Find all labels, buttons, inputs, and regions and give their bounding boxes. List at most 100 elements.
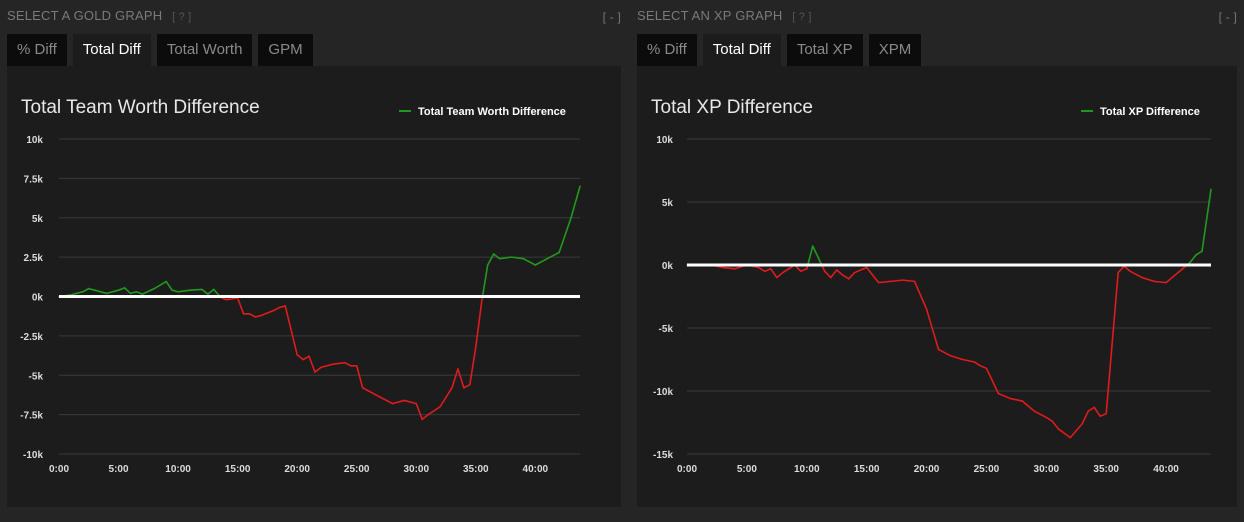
gold-y-tick-label: 7.5k: [24, 174, 44, 185]
xp-legend-label[interactable]: Total XP Difference: [1100, 106, 1200, 118]
xp-tab-percent-diff[interactable]: % Diff: [637, 34, 697, 66]
gold-series-segment: [207, 288, 215, 295]
gold-series-segment: [278, 305, 287, 309]
gold-x-tick-label: 40:00: [523, 464, 549, 475]
gold-series-segment: [421, 413, 429, 421]
gold-x-tick-label: 15:00: [225, 464, 251, 475]
gold-x-tick-label: 5:00: [109, 464, 129, 475]
gold-series-segment: [367, 390, 382, 399]
gold-series-segment: [308, 355, 316, 373]
gold-series-segment: [87, 287, 96, 291]
xp-series-segment: [889, 279, 904, 283]
xp-series-segment: [806, 245, 814, 266]
xp-y-tick-label: -5k: [659, 324, 674, 335]
gold-tab-percent-diff[interactable]: % Diff: [7, 34, 67, 66]
gold-tab-total-diff[interactable]: Total Diff: [72, 34, 151, 66]
gold-panel-title: SELECT A GOLD GRAPH: [7, 8, 163, 23]
gold-series-segment: [260, 309, 275, 317]
gold-series-segment: [463, 383, 471, 389]
xp-tab-total-xp[interactable]: Total XP: [786, 34, 863, 66]
gold-series-segment: [332, 361, 346, 366]
gold-x-tick-label: 30:00: [403, 464, 429, 475]
gold-series-segment: [570, 185, 581, 219]
gold-y-tick-label: -10k: [23, 450, 43, 461]
gold-series-segment: [391, 401, 400, 405]
gold-series-segment: [355, 364, 364, 389]
gold-series-segment: [189, 288, 203, 291]
gold-series-segment: [474, 300, 483, 348]
xp-series-segment: [1081, 410, 1090, 425]
gold-series-segment: [70, 290, 84, 296]
xp-series-segment: [1093, 406, 1102, 418]
xp-chart-svg: Total XP Difference Total XP Difference …: [651, 97, 1212, 475]
xp-series-segment: [1033, 410, 1048, 419]
xp-y-tick-label: -15k: [653, 450, 673, 461]
gold-series-segment: [224, 297, 239, 301]
xp-series-segment: [770, 267, 778, 279]
xp-tab-xpm[interactable]: XPM: [868, 34, 922, 66]
gold-chart-title: Total Team Worth Difference: [21, 97, 260, 118]
gold-chart-area: Total Team Worth Difference Total Team W…: [7, 66, 621, 507]
gold-series-segment: [534, 257, 549, 266]
xp-series-segment: [1105, 271, 1119, 415]
gold-series-segment: [498, 256, 513, 260]
gold-series-segment: [486, 253, 495, 266]
xp-series-segment: [871, 274, 880, 284]
xp-series-segment: [1141, 276, 1155, 283]
xp-x-tick-label: 30:00: [1034, 464, 1060, 475]
xp-series-segment: [1087, 406, 1096, 412]
gold-series-segment: [236, 297, 245, 315]
xp-y-tick-label: 10k: [656, 135, 673, 146]
gold-series-segment: [105, 289, 120, 295]
xp-series-segment: [776, 271, 784, 279]
xp-series-segment: [1021, 400, 1030, 407]
gold-series-segment: [558, 216, 572, 254]
gold-x-tick-label: 35:00: [463, 464, 489, 475]
xp-series-segment: [764, 267, 772, 273]
gold-x-tick-label: 10:00: [165, 464, 191, 475]
xp-series-segment: [913, 280, 928, 310]
xp-tab-total-diff[interactable]: Total Diff: [702, 34, 781, 66]
gold-y-tick-label: 0k: [32, 293, 44, 304]
gold-series-segment: [546, 251, 560, 260]
gold-series-segment: [153, 280, 167, 290]
xp-series-segment: [782, 267, 790, 274]
gold-y-tick-label: -7.5k: [20, 411, 43, 422]
gold-chart-svg: Total Team Worth Difference Total Team W…: [20, 97, 581, 475]
gold-series-segment: [344, 361, 352, 367]
gold-graph-panel: SELECT A GOLD GRAPH [ ? ] [ - ] % Diff T…: [7, 0, 621, 522]
xp-series-segment: [1045, 416, 1054, 423]
gold-series-segment: [481, 264, 489, 298]
gold-legend-label[interactable]: Total Team Worth Difference: [418, 106, 566, 118]
xp-tabs: % Diff Total Diff Total XP XPM: [637, 34, 927, 66]
gold-y-tick-label: 2.5k: [24, 253, 44, 264]
xp-series-segment: [835, 269, 844, 276]
gold-series-segment: [415, 402, 424, 421]
xp-help-icon[interactable]: [ ? ]: [792, 11, 812, 23]
xp-series-segment: [877, 280, 892, 284]
gold-y-tick-label: -5k: [29, 371, 44, 382]
xp-series-segment: [1165, 271, 1179, 284]
xp-series-segment: [847, 271, 856, 280]
xp-series-segment: [829, 269, 838, 279]
xp-series-segment: [1117, 265, 1125, 274]
xp-chart-area: Total XP Difference Total XP Difference …: [637, 66, 1237, 507]
xp-graph-panel: SELECT AN XP GRAPH [ ? ] [ - ] % Diff To…: [637, 0, 1237, 522]
xp-series-segment: [1129, 270, 1143, 279]
xp-collapse-button[interactable]: [ - ]: [1218, 10, 1237, 24]
gold-tab-total-worth[interactable]: Total Worth: [156, 34, 253, 66]
gold-tab-gpm[interactable]: GPM: [258, 34, 313, 66]
gold-x-tick-label: 20:00: [284, 464, 310, 475]
gold-series-segment: [457, 368, 465, 389]
xp-x-tick-label: 40:00: [1153, 464, 1179, 475]
xp-series-segment: [901, 279, 916, 283]
gold-series-segment: [123, 287, 132, 295]
gold-series-segment: [510, 256, 525, 260]
xp-series-segment: [823, 270, 832, 279]
xp-series-segment: [1009, 397, 1024, 402]
xp-series-segment: [1051, 420, 1060, 430]
gold-series-segment: [492, 253, 501, 260]
gold-collapse-button[interactable]: [ - ]: [602, 10, 621, 24]
gold-series-segment: [314, 366, 322, 373]
gold-help-icon[interactable]: [ ? ]: [172, 11, 192, 23]
